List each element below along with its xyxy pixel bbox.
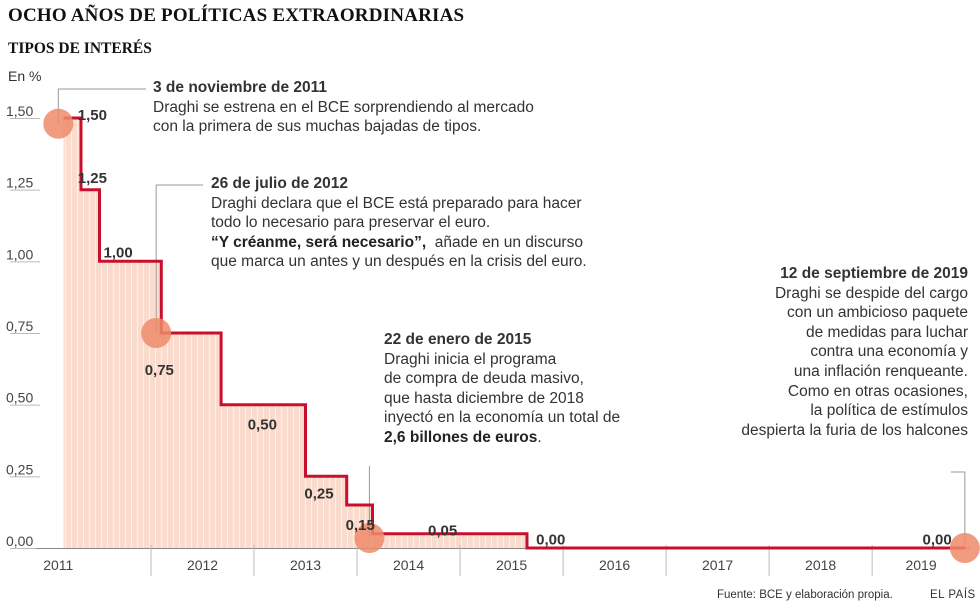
y-axis-unit: En % xyxy=(8,68,42,84)
event-marker xyxy=(354,522,385,553)
annotation-date: 3 de noviembre de 2011 xyxy=(153,79,328,96)
chart-subtitle: TIPOS DE INTERÉS xyxy=(8,40,152,57)
guide-2019 xyxy=(950,471,966,548)
value-label: 0,05 xyxy=(428,523,457,540)
annotation-date: 22 de enero de 2015 xyxy=(384,331,532,348)
annotation-line: Draghi se despide del cargo xyxy=(774,284,968,302)
annotation-quote-line: “Y créanme, será necesario”, añade en un… xyxy=(211,233,587,253)
marker-layer xyxy=(43,108,980,563)
y-tick-label: 1,25 xyxy=(6,175,33,191)
annotation-2012: 26 de julio de 2012 Draghi declara que e… xyxy=(211,174,587,272)
x-tick-label: 2011 xyxy=(43,557,73,573)
event-marker xyxy=(949,533,980,563)
value-label: 0,50 xyxy=(248,417,277,434)
annotation-line: contra una economía y xyxy=(810,343,968,361)
value-label: 1,50 xyxy=(78,107,107,124)
y-tick-label: 0,50 xyxy=(6,390,33,406)
guide-2012 xyxy=(155,184,203,333)
annotation-line: Draghi declara que el BCE está preparado… xyxy=(211,194,582,212)
x-tick-label: 2017 xyxy=(702,557,733,573)
value-label: 0,00 xyxy=(922,531,951,548)
area-fill-layer xyxy=(63,118,965,548)
annotation-tail: . xyxy=(537,428,542,446)
source-note: Fuente: BCE y elaboración propia. xyxy=(717,589,893,601)
annotation-line: con la primera de sus muchas bajadas de … xyxy=(153,118,482,136)
x-tick-label: 2014 xyxy=(393,557,424,573)
annotation-line: con un ambicioso paquete xyxy=(787,304,968,322)
annotation-quote-tail: añade en un discurso xyxy=(434,233,583,251)
x-tick-label: 2019 xyxy=(905,557,936,573)
value-label: 1,25 xyxy=(78,170,107,187)
annotation-line: la política de estímulos xyxy=(810,402,968,420)
annotation-line: de compra de deuda masivo, xyxy=(384,370,584,388)
annotation-line: de medidas para luchar xyxy=(806,323,968,341)
value-label-layer: 1,50 1,25 1,00 0,75 0,50 0,25 0,15 0,05 0,00 0,00 xyxy=(78,107,952,548)
value-label: 0,15 xyxy=(346,517,375,534)
value-label: 0,25 xyxy=(304,485,333,502)
event-marker xyxy=(141,318,172,348)
annotation-bold: 2,6 billones de euros xyxy=(384,428,538,446)
x-tick-label: 2016 xyxy=(599,557,630,573)
value-label: 0,75 xyxy=(145,362,174,379)
x-tick-label: 2015 xyxy=(496,557,527,573)
y-tick-label: 1,50 xyxy=(6,103,33,119)
annotation-quote: “Y créanme, será necesario”, xyxy=(211,233,427,251)
annotation-line: Como en otras ocasiones, xyxy=(787,382,968,400)
annotation-date: 26 de julio de 2012 xyxy=(211,175,348,192)
annotation-line: inyectó en la economía un total de xyxy=(384,409,621,427)
value-label: 1,00 xyxy=(104,245,133,262)
annotation-line: Draghi inicia el programa xyxy=(384,350,557,368)
rate-step-line xyxy=(63,116,965,550)
y-tick-label: 1,00 xyxy=(6,246,33,262)
annotation-line: una inflación renqueante. xyxy=(793,362,968,380)
annotation-line: que marca un antes y un después en la cr… xyxy=(211,253,587,271)
rate-line-layer xyxy=(63,116,965,550)
annotation-line: Draghi se estrena en el BCE sorprendiend… xyxy=(153,98,534,116)
annotation-2019: 12 de septiembre de 2019 Draghi se despi… xyxy=(741,264,968,440)
annotation-date: 12 de septiembre de 2019 xyxy=(780,265,968,282)
x-tick-label: 2018 xyxy=(805,557,836,573)
event-marker xyxy=(43,108,74,139)
chart-title: OCHO AÑOS DE POLÍTICAS EXTRAORDINARIAS xyxy=(8,5,465,26)
annotation-line: despierta la furia de los halcones xyxy=(741,421,968,439)
annotation-bold-line: 2,6 billones de euros. xyxy=(384,428,620,448)
annotation-2011: 3 de noviembre de 2011 Draghi se estrena… xyxy=(153,78,534,137)
annotation-line: todo lo necesario para preservar el euro… xyxy=(211,214,491,232)
annotation-line: que hasta diciembre de 2018 xyxy=(384,389,584,407)
y-tick-label: 0,00 xyxy=(6,533,33,549)
x-tick-label: 2012 xyxy=(187,557,218,573)
y-tick-label: 0,75 xyxy=(6,318,33,334)
annotation-2015: 22 de enero de 2015 Draghi inicia el pro… xyxy=(384,330,620,448)
brand-logo-text: EL PAÍS xyxy=(930,589,976,601)
y-tick-label: 0,25 xyxy=(6,461,33,477)
area-fill xyxy=(63,118,965,548)
x-tick-label: 2013 xyxy=(290,557,321,573)
value-label: 0,00 xyxy=(536,531,565,548)
